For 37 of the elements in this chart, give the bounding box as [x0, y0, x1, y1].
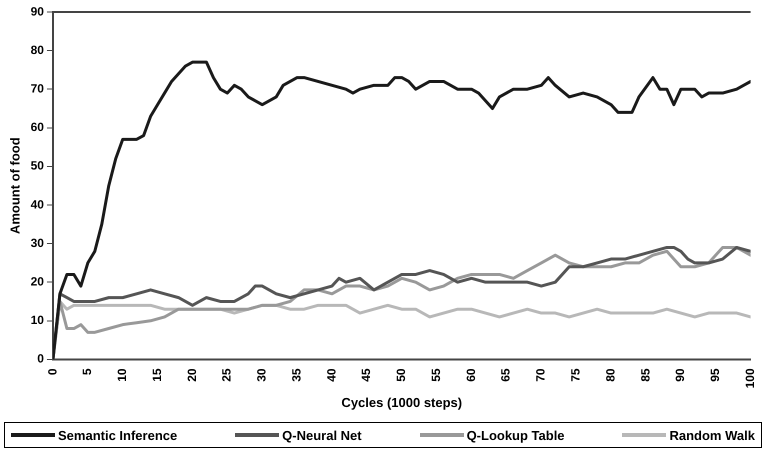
x-tick-label: 20 [184, 368, 199, 382]
x-tick-label: 75 [568, 368, 582, 382]
y-tick-label: 0 [37, 352, 44, 366]
x-tick-label: 95 [708, 368, 722, 382]
legend-label: Q-Lookup Table [466, 428, 565, 442]
y-tick-label: 10 [30, 313, 44, 328]
legend-label: Q-Neural Net [282, 428, 362, 442]
x-tick-label: 80 [603, 368, 618, 382]
x-tick-label: 15 [150, 368, 164, 382]
y-tick-label: 20 [30, 274, 44, 288]
x-tick-label: 50 [394, 368, 408, 382]
x-tick-label: 100 [742, 368, 757, 388]
x-axis-title: Cycles (1000 steps) [341, 394, 462, 410]
x-tick-label: 70 [534, 368, 548, 382]
x-tick-label: 90 [673, 368, 688, 382]
y-tick-label: 50 [30, 158, 44, 173]
y-tick-label: 60 [30, 120, 44, 134]
x-tick-label: 30 [254, 368, 269, 382]
y-tick-label: 40 [30, 197, 44, 212]
x-tick-label: 85 [638, 368, 652, 382]
x-tick-label: 60 [464, 368, 478, 382]
x-tick-label: 45 [359, 368, 374, 382]
y-tick-label: 80 [30, 42, 44, 57]
y-axis-title: Amount of food [7, 137, 22, 234]
x-tick-label: 65 [498, 368, 513, 382]
x-tick-label: 5 [80, 368, 94, 376]
x-tick-label: 35 [289, 368, 304, 382]
x-tick-label: 10 [115, 368, 130, 382]
legend-label: Semantic Inference [58, 428, 178, 442]
x-tick-label: 25 [220, 368, 234, 382]
x-tick-label: 0 [45, 368, 60, 376]
y-tick-label: 70 [30, 82, 44, 96]
x-tick-label: 40 [324, 368, 338, 382]
y-tick-label: 30 [30, 236, 44, 250]
y-tick-label: 90 [30, 4, 44, 18]
legend-label: Random Walk [669, 428, 755, 442]
x-tick-label: 55 [428, 368, 443, 382]
